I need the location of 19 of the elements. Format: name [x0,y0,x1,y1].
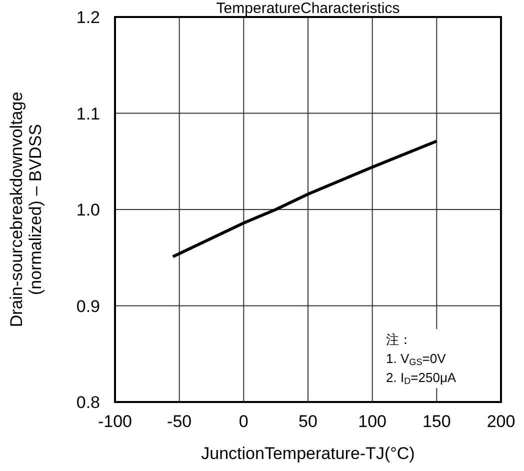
x-tick-label: 200 [486,412,516,431]
x-tick-label: 50 [298,412,318,431]
x-tick-label: 100 [358,412,387,431]
x-tick-label: -50 [167,412,192,431]
annotation: 注： [386,332,412,347]
y-axis-title: Drain-sourcebreakdownvoltage (normalized) – BVDSS [7,92,45,328]
x-tick-label: 0 [238,412,248,431]
x-tick-label: 150 [422,412,451,431]
y-tick-label: 1.0 [76,200,100,220]
x-tick-label: -100 [98,412,132,431]
x-axis-title: JunctionTemperature-TJ(°C) [201,444,415,463]
y-tick-label: 0.9 [76,296,100,316]
line-series [171,140,438,258]
y-tick-label: 0.8 [76,393,100,412]
chart-title: TemperatureCharacteristics [216,0,400,17]
annotation: 1. V$_{GS}$=0V [386,351,446,368]
annotation: 2. I$_{D}$=250μA [386,370,456,386]
y-tick-label: 1.2 [76,8,100,27]
y-tick-label: 1.1 [76,104,100,124]
